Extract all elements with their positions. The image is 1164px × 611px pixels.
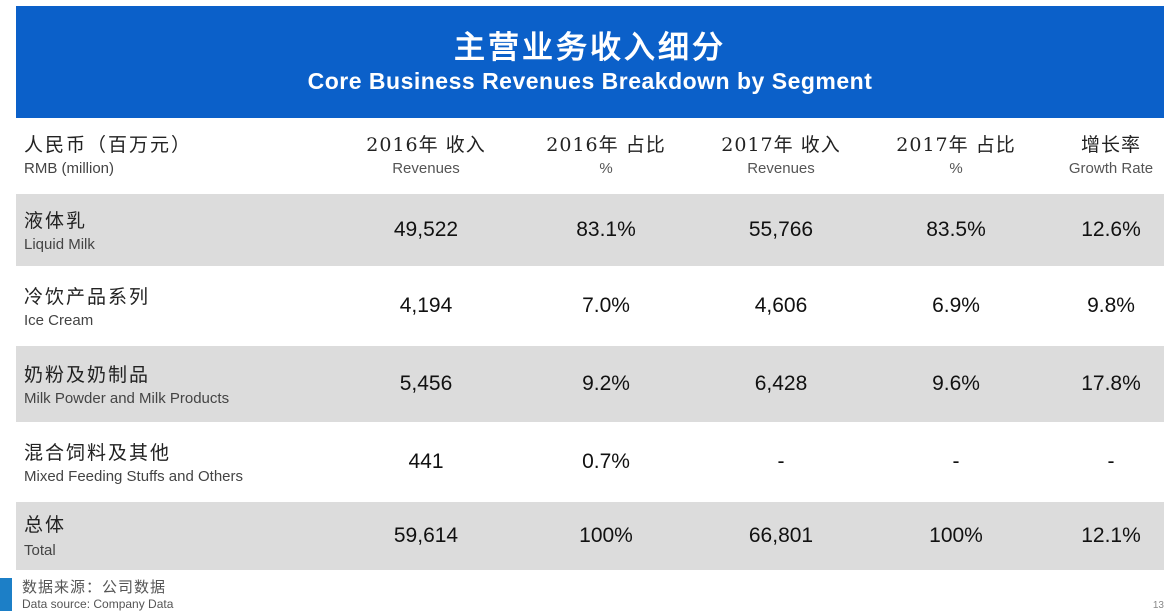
table-row: 混合饲料及其他 Mixed Feeding Stuffs and Others …: [16, 422, 1164, 502]
value-text: 441: [408, 450, 444, 473]
cell-2017-share: 9.6%: [866, 346, 1046, 422]
value-text: 6,428: [754, 372, 808, 395]
cell-2017-share: 6.9%: [866, 266, 1046, 346]
cell-2017-share: 83.5%: [866, 194, 1046, 266]
value-text: 12.1%: [1081, 524, 1141, 547]
value-text: 49,522: [393, 218, 459, 241]
title-banner: 主营业务收入细分 Core Business Revenues Breakdow…: [16, 6, 1164, 118]
value-text: 9.6%: [932, 372, 980, 395]
cell-2016-share: 100%: [516, 502, 696, 570]
value-text: 5,456: [399, 372, 453, 395]
table-header-row: 人民币（百万元） RMB (million) 2016年 收入 Revenues…: [16, 118, 1164, 194]
header-cell-unit: 人民币（百万元） RMB (million): [24, 118, 334, 194]
row-label-cn: 混合饲料及其他: [24, 442, 172, 464]
cell-2017-revenue: 6,428: [696, 346, 866, 422]
header-cell-2017-revenue: 2017年 收入 Revenues: [696, 118, 866, 194]
row-label-en: Milk Powder and Milk Products: [24, 390, 230, 407]
table-row: 奶粉及奶制品 Milk Powder and Milk Products 5,4…: [16, 346, 1164, 422]
row-label: 奶粉及奶制品 Milk Powder and Milk Products: [24, 346, 334, 422]
value-text: -: [1107, 450, 1115, 473]
corner-decoration: [0, 578, 12, 611]
cell-2017-revenue: 55,766: [696, 194, 866, 266]
header-cell-2017-share: 2017年 占比 %: [866, 118, 1046, 194]
value-text: 4,194: [399, 294, 453, 317]
header-label-en: Growth Rate: [1068, 160, 1154, 177]
cell-2016-revenue: 49,522: [336, 194, 516, 266]
cell-growth: 9.8%: [1046, 266, 1164, 346]
row-label-en: Liquid Milk: [24, 236, 95, 253]
header-label-en: %: [949, 160, 963, 177]
cell-2016-share: 0.7%: [516, 422, 696, 502]
header-cell-2016-share: 2016年 占比 %: [516, 118, 696, 194]
table-row: 液体乳 Liquid Milk 49,522 83.1% 55,766 83.5…: [16, 194, 1164, 266]
cell-2017-revenue: -: [696, 422, 866, 502]
revenue-table: 人民币（百万元） RMB (million) 2016年 收入 Revenues…: [16, 118, 1164, 570]
row-label-cn: 奶粉及奶制品: [24, 364, 151, 386]
header-label-cn: 增长率: [1080, 134, 1141, 156]
page-number: 13: [1152, 600, 1164, 611]
cell-2016-revenue: 5,456: [336, 346, 516, 422]
cell-growth: 17.8%: [1046, 346, 1164, 422]
value-text: 7.0%: [582, 294, 630, 317]
cell-growth: 12.6%: [1046, 194, 1164, 266]
row-label-en: Mixed Feeding Stuffs and Others: [24, 468, 244, 485]
page-title-en: Core Business Revenues Breakdown by Segm…: [307, 68, 873, 94]
header-cell-2016-revenue: 2016年 收入 Revenues: [336, 118, 516, 194]
row-label-en: Ice Cream: [24, 312, 94, 329]
value-text: 17.8%: [1081, 372, 1141, 395]
header-label-cn: 人民币（百万元）: [24, 134, 193, 156]
data-source-en: Data source: Company Data: [22, 597, 174, 611]
value-text: 6.9%: [932, 294, 980, 317]
cell-2016-revenue: 441: [336, 422, 516, 502]
value-text: 12.6%: [1081, 218, 1141, 241]
cell-growth: 12.1%: [1046, 502, 1164, 570]
row-label: 混合饲料及其他 Mixed Feeding Stuffs and Others: [24, 422, 334, 502]
row-label-cn: 液体乳: [24, 210, 88, 232]
value-text: 100%: [929, 524, 983, 547]
header-cell-growth: 增长率 Growth Rate: [1046, 118, 1164, 194]
value-text: 9.2%: [582, 372, 630, 395]
value-text: -: [952, 450, 960, 473]
value-text: 55,766: [748, 218, 814, 241]
value-text: 66,801: [748, 524, 814, 547]
page-title-cn: 主营业务收入细分: [454, 30, 726, 66]
value-text: 83.1%: [576, 218, 636, 241]
cell-2016-share: 83.1%: [516, 194, 696, 266]
data-source-cn: 数据来源：公司数据: [22, 578, 167, 596]
row-label: 液体乳 Liquid Milk: [24, 194, 334, 266]
value-text: 9.8%: [1087, 294, 1135, 317]
header-label-cn: 2017年 收入: [721, 134, 841, 156]
row-label: 冷饮产品系列 Ice Cream: [24, 266, 334, 346]
value-text: -: [777, 450, 785, 473]
table-row-total: 总体 Total 59,614 100% 66,801 100% 12.1%: [16, 502, 1164, 570]
header-label-en: Revenues: [392, 160, 460, 177]
value-text: 59,614: [393, 524, 459, 547]
cell-2017-revenue: 4,606: [696, 266, 866, 346]
cell-growth: -: [1046, 422, 1164, 502]
cell-2016-revenue: 59,614: [336, 502, 516, 570]
header-label-cn: 2017年 占比: [896, 134, 1016, 156]
value-text: 0.7%: [582, 450, 630, 473]
row-label-en: Total: [24, 542, 56, 559]
cell-2016-share: 7.0%: [516, 266, 696, 346]
row-label-cn: 冷饮产品系列: [24, 286, 151, 308]
header-label-en: Revenues: [747, 160, 815, 177]
table-row: 冷饮产品系列 Ice Cream 4,194 7.0% 4,606 6.9% 9…: [16, 266, 1164, 346]
value-text: 83.5%: [926, 218, 986, 241]
cell-2016-revenue: 4,194: [336, 266, 516, 346]
header-label-cn: 2016年 占比: [546, 134, 666, 156]
cell-2016-share: 9.2%: [516, 346, 696, 422]
cell-2017-share: -: [866, 422, 1046, 502]
header-label-cn: 2016年 收入: [366, 134, 486, 156]
cell-2017-share: 100%: [866, 502, 1046, 570]
row-label: 总体 Total: [24, 502, 334, 570]
value-text: 100%: [579, 524, 633, 547]
row-label-cn: 总体: [24, 514, 67, 536]
header-label-en: RMB (million): [24, 160, 114, 177]
value-text: 4,606: [754, 294, 808, 317]
header-label-en: %: [599, 160, 613, 177]
cell-2017-revenue: 66,801: [696, 502, 866, 570]
